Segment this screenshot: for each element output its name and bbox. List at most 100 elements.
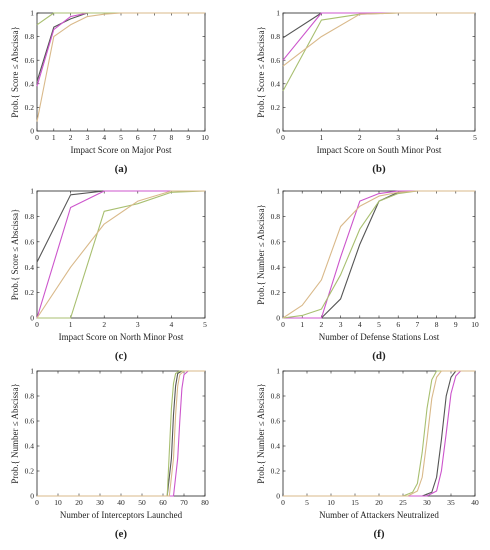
x-tick-label: 5: [119, 133, 123, 142]
y-tick-label: 0.8: [25, 212, 35, 221]
x-tick-label: 20: [375, 498, 383, 507]
series-line-tan: [283, 370, 475, 497]
y-tick-label: 0.4: [271, 263, 281, 272]
x-tick-label: 15: [351, 498, 359, 507]
x-tick-label: 0: [281, 498, 285, 507]
x-tick-label: 4: [102, 133, 106, 142]
x-tick-label: 30: [423, 498, 431, 507]
x-tick-label: 3: [339, 320, 343, 329]
x-tick-label: 0: [281, 133, 285, 142]
series-line-tan: [282, 12, 475, 67]
series-line-olive: [283, 370, 475, 497]
y-tick-label: 0.2: [25, 288, 35, 297]
series-line-magenta: [37, 370, 205, 497]
chart-panel-2: 0 1 2 3 4 5 0 0.2 0.4 0.6 0.8 1 Impact Score on Sout…: [256, 9, 477, 175]
y-tick-label: 0.8: [271, 32, 281, 41]
plot-frame: [36, 190, 206, 319]
panel-label: (e): [115, 528, 128, 540]
y-tick-label: 0.4: [25, 263, 35, 272]
x-axis-label: Number of Attackers Neutralized: [319, 510, 439, 520]
chart-panel-5: 0 10 20 30 40 50 60 70 80 0 0.2 0.4 0.6 0.8 1 Number of…: [10, 367, 209, 540]
y-axis-label: Prob.{ Score ≤ Abscissa}: [10, 209, 20, 301]
y-axis-label: Prob.{ Number ≤ Abscissa}: [256, 383, 266, 484]
x-tick-label: 0: [281, 320, 285, 329]
y-tick-label: 1: [30, 187, 34, 196]
y-tick-label: 0.6: [25, 237, 35, 246]
x-tick-label: 6: [396, 320, 400, 329]
y-tick-label: 0.8: [271, 392, 281, 401]
y-axis-label: Prob.{ Score ≤ Abscissa}: [256, 26, 266, 118]
y-tick-label: 0.4: [25, 79, 35, 88]
x-tick-label: 5: [305, 498, 309, 507]
series-line-magenta: [283, 190, 475, 319]
y-tick-label: 0.2: [271, 103, 281, 112]
x-tick-label: 3: [86, 133, 90, 142]
x-tick-label: 1: [69, 320, 73, 329]
x-tick-label: 9: [454, 320, 458, 329]
series-line-tan: [282, 190, 475, 319]
x-tick-label: 40: [471, 498, 479, 507]
x-tick-label: 8: [170, 133, 174, 142]
y-tick-label: 0: [276, 127, 280, 136]
y-tick-label: 0: [276, 492, 280, 501]
x-tick-label: 7: [416, 320, 420, 329]
chart-panel-6: 0 5 10 15 20 25 30 35 40 0 0.2 0.4 0.6 0.8 1 Number of …: [256, 367, 479, 540]
y-tick-label: 0.6: [271, 417, 281, 426]
x-axis-label: Impact Score on North Minor Post: [59, 332, 184, 342]
x-tick-label: 4: [435, 133, 439, 142]
x-tick-label: 80: [201, 498, 209, 507]
y-tick-label: 1: [30, 367, 34, 376]
series-line-tan: [36, 190, 205, 319]
x-axis-label: Impact Score on South Minor Post: [317, 145, 442, 155]
y-tick-label: 0.8: [25, 32, 35, 41]
x-tick-label: 10: [54, 498, 62, 507]
y-tick-label: 0.2: [271, 288, 281, 297]
series-line-tan: [36, 12, 205, 122]
x-tick-label: 5: [203, 320, 207, 329]
y-tick-label: 0.2: [25, 467, 35, 476]
series-line-magenta: [36, 190, 205, 319]
plot-frame: [36, 370, 206, 497]
y-tick-label: 1: [30, 9, 34, 18]
plot-frame: [282, 190, 476, 319]
x-tick-label: 5: [377, 320, 381, 329]
x-tick-label: 0: [35, 320, 39, 329]
x-tick-label: 3: [396, 133, 400, 142]
x-axis-label: Number of Interceptors Launched: [60, 510, 183, 520]
x-tick-label: 5: [473, 133, 477, 142]
x-tick-label: 60: [159, 498, 167, 507]
chart-panel-3: 0 1 2 3 4 5 0 0.2 0.4 0.6 0.8 1 Impact Score on Nort…: [10, 187, 207, 362]
panel-label: (d): [372, 350, 386, 362]
y-tick-label: 0.6: [271, 237, 281, 246]
panel-label: (a): [115, 163, 128, 175]
x-tick-label: 10: [201, 133, 209, 142]
chart-panel-1: 0 1 2 3 4 5 6 7 8 9 10 0 0.2 0.4 0.6 0.8 1 Impact Score o…: [10, 9, 209, 175]
x-tick-label: 10: [327, 498, 335, 507]
x-tick-label: 1: [52, 133, 56, 142]
x-axis-label: Impact Score on Major Post: [71, 145, 172, 155]
y-tick-label: 0.4: [271, 79, 281, 88]
y-tick-label: 0: [276, 314, 280, 323]
x-tick-label: 25: [399, 498, 407, 507]
y-tick-label: 0.8: [271, 212, 281, 221]
series-line-olive: [37, 190, 206, 319]
chart-panel-4: 0 1 2 3 4 5 6 7 8 9 10 0 0.2 0.4 0.6 0.8 1 Number of Defe…: [256, 187, 479, 362]
y-tick-label: 1: [276, 9, 280, 18]
x-tick-label: 3: [136, 320, 140, 329]
x-tick-label: 50: [138, 498, 146, 507]
y-tick-label: 0: [30, 492, 34, 501]
x-tick-label: 1: [300, 320, 304, 329]
x-tick-label: 2: [102, 320, 106, 329]
x-tick-label: 40: [117, 498, 125, 507]
x-tick-label: 6: [136, 133, 140, 142]
series-line-olive: [37, 370, 205, 497]
x-tick-label: 2: [320, 320, 324, 329]
panel-label: (b): [372, 163, 386, 175]
y-axis-label: Prob.{ Number ≤ Abscissa}: [10, 383, 20, 484]
series-line-dark: [283, 370, 475, 497]
y-tick-label: 0.2: [271, 467, 281, 476]
plot-frame: [282, 370, 476, 497]
x-tick-label: 0: [35, 133, 39, 142]
y-tick-label: 0.6: [25, 56, 35, 65]
